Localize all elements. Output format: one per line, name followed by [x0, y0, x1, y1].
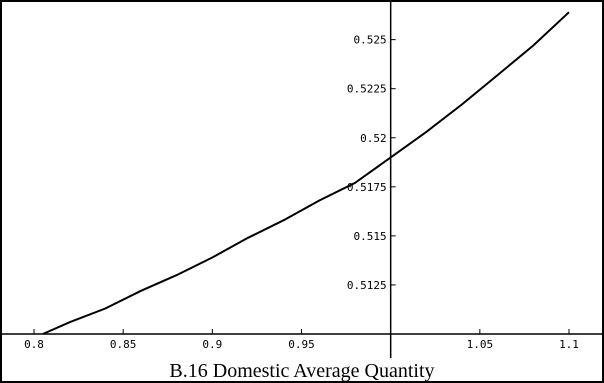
y-ticks: 0.5125 0.515 0.5175 0.52 0.5225 0.525: [347, 34, 396, 292]
y-tick-label: 0.515: [354, 230, 387, 243]
y-tick-label: 0.5125: [347, 279, 387, 292]
y-tick-label: 0.5175: [347, 181, 387, 194]
y-tick-label: 0.525: [354, 34, 387, 47]
x-tick-label: 0.95: [288, 338, 315, 351]
x-tick-label: 0.8: [24, 338, 44, 351]
y-tick-label: 0.5225: [347, 83, 387, 96]
line-chart: 0.8 0.85 0.9 0.95 1.05 1.1 0.51250.5150.51750…: [2, 2, 602, 358]
y-tick-label: 0.52: [360, 132, 387, 145]
x-tick-label: 1.05: [467, 338, 494, 351]
series-line: [42, 11, 570, 335]
x-tick-label: 1.1: [559, 338, 579, 351]
x-ticks: 0.8 0.85 0.9 0.95 1.05 1.1: [24, 329, 579, 351]
x-tick-label: 0.9: [202, 338, 222, 351]
x-tick-label: 0.85: [110, 338, 137, 351]
x-axis-caption: B.16 Domestic Average Quantity: [169, 360, 435, 382]
